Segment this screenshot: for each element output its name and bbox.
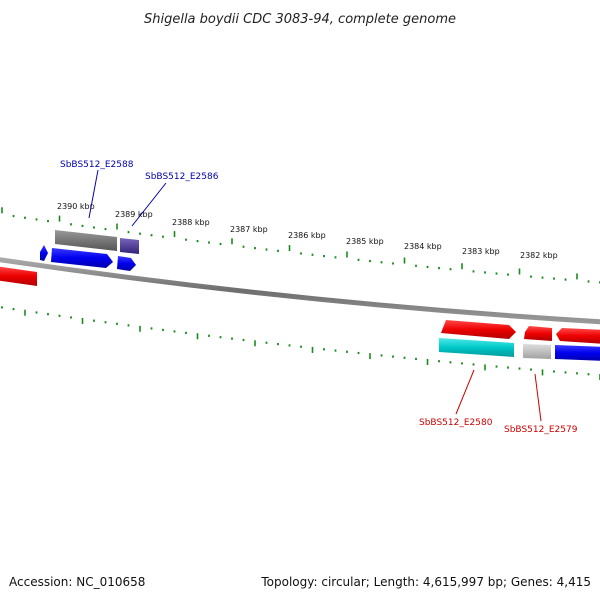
- genome-backbone: [0, 257, 600, 325]
- genome-summary-text: Topology: circular; Length: 4,615,997 bp…: [260, 575, 591, 589]
- scale-labels: 2390 kbp 2389 kbp 2388 kbp 2387 kbp 2386…: [57, 202, 558, 260]
- map-title: Shigella boydii CDC 3083-94, complete ge…: [144, 12, 456, 27]
- gene-feature-red-small[interactable]: [524, 326, 552, 341]
- gene-cluster-right: [439, 320, 600, 361]
- gene-label[interactable]: SbBS512_E2588: [60, 160, 134, 170]
- scale-label: 2388 kbp: [172, 218, 210, 227]
- leader-line: [88, 169, 99, 219]
- leader-line: [455, 369, 475, 415]
- leader-line: [534, 373, 542, 422]
- accession-text: Accession: NC_010658: [9, 575, 145, 589]
- gene-feature-red[interactable]: [441, 320, 516, 339]
- gene-feature-purple[interactable]: [120, 238, 139, 254]
- gene-feature-blue-small[interactable]: [40, 245, 48, 261]
- scale-label: 2383 kbp: [462, 247, 500, 256]
- scale-label: 2389 kbp: [115, 210, 153, 219]
- gene-label[interactable]: SbBS512_E2580: [419, 418, 493, 428]
- gene-feature-red-right[interactable]: [556, 328, 600, 344]
- gene-feature-blue-right-cluster[interactable]: [555, 345, 600, 361]
- gene-feature-light-grey[interactable]: [523, 344, 551, 359]
- scale-label: 2384 kbp: [404, 242, 442, 251]
- scale-label: 2387 kbp: [230, 225, 268, 234]
- scale-label: 2385 kbp: [346, 237, 384, 246]
- gene-feature-cyan[interactable]: [439, 338, 514, 357]
- gene-feature-red-left[interactable]: [0, 266, 37, 286]
- gene-feature-blue-right[interactable]: [117, 256, 136, 271]
- label-leaders: [88, 169, 542, 422]
- leader-line: [131, 182, 167, 227]
- gene-feature-blue[interactable]: [51, 248, 113, 268]
- gene-feature-grey[interactable]: [55, 230, 117, 251]
- scale-label: 2386 kbp: [288, 231, 326, 240]
- gene-label[interactable]: SbBS512_E2586: [145, 172, 219, 182]
- scale-label: 2382 kbp: [520, 251, 558, 260]
- scale-label: 2390 kbp: [57, 202, 95, 211]
- upper-tick-ring: [1, 207, 600, 284]
- lower-tick-ring: [1, 306, 600, 381]
- gene-cluster-left: [0, 230, 139, 286]
- gene-label[interactable]: SbBS512_E2579: [504, 425, 578, 435]
